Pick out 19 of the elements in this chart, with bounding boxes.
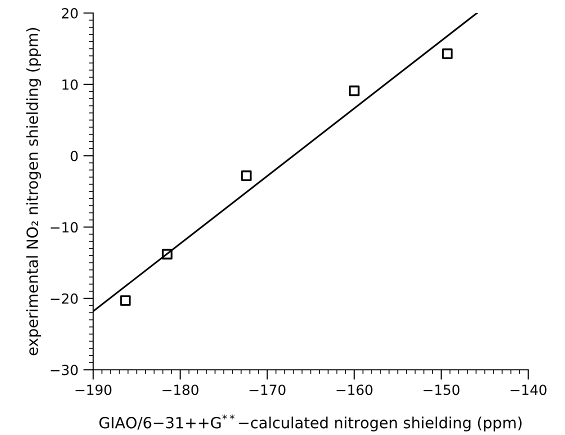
point	[162, 248, 172, 260]
point	[241, 170, 252, 181]
x-tick-label: −150	[424, 384, 460, 396]
x-tick-label: −140	[510, 384, 546, 396]
y-tick-label: 10	[62, 79, 78, 90]
y-tick-label: −10	[50, 222, 78, 233]
x-tick-label: −170	[250, 384, 286, 396]
point	[120, 295, 131, 306]
x-tick-label: −180	[162, 384, 198, 396]
y-tick-label: −20	[50, 293, 78, 304]
x-tick-label: −190	[76, 384, 112, 396]
x-axis-title: GIAO/6−31++G$^{**}$−calculated nitrogen shielding (ppm)	[99, 414, 522, 432]
y-axis-title: experimental NO₂ nitrogen shielding (ppm)	[26, 28, 41, 356]
y-tick-label: −30	[50, 364, 78, 376]
y-tick-label: 0	[70, 150, 78, 162]
point	[442, 48, 453, 60]
y-tick-label: 20	[62, 8, 78, 19]
x-tick-label: −160	[336, 384, 372, 396]
point	[348, 86, 360, 96]
